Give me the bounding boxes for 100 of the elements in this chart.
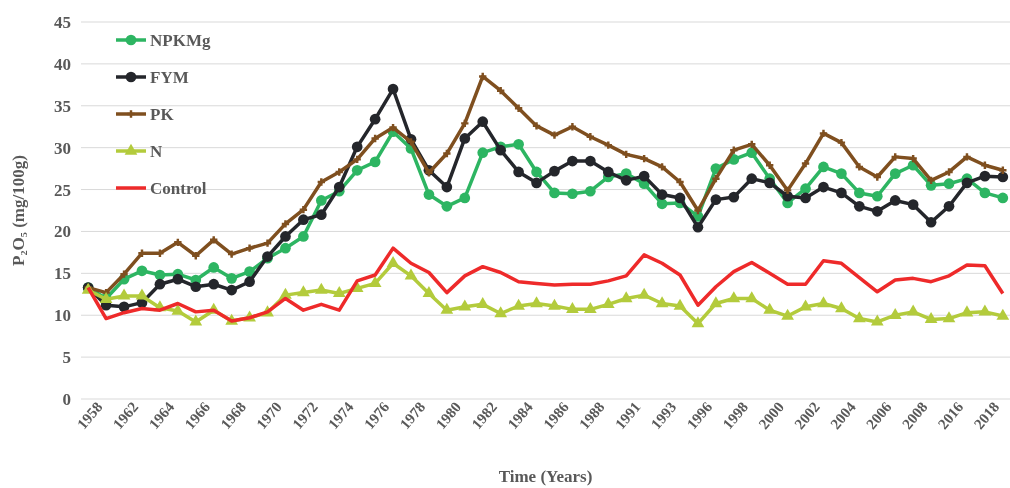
point (710, 194, 722, 205)
point (979, 187, 991, 199)
point (871, 206, 883, 217)
point (801, 159, 810, 168)
point (691, 316, 705, 328)
point (764, 177, 776, 189)
point (870, 314, 884, 326)
point (531, 166, 542, 178)
point (818, 181, 829, 193)
y-tick-label: 25 (54, 180, 71, 200)
point (208, 278, 220, 290)
point (638, 170, 650, 182)
point (135, 288, 149, 300)
point (656, 189, 668, 200)
point (800, 192, 811, 204)
point (817, 296, 830, 308)
point (263, 239, 272, 247)
point (368, 276, 382, 288)
point (943, 200, 955, 212)
point (494, 306, 508, 318)
point (658, 163, 666, 171)
point (674, 192, 686, 204)
point (549, 187, 560, 199)
legend-label: PK (150, 104, 175, 124)
point (656, 198, 668, 210)
point (961, 177, 973, 189)
point (836, 187, 847, 199)
point (619, 291, 633, 303)
point (924, 312, 938, 324)
y-tick-label: 5 (62, 348, 71, 368)
point (513, 166, 524, 178)
point (835, 301, 848, 313)
point (189, 314, 203, 326)
point (781, 308, 794, 320)
point (942, 311, 956, 323)
legend-label: Control (150, 178, 207, 198)
point (566, 302, 579, 314)
point (190, 281, 202, 293)
point (640, 154, 648, 163)
point (441, 200, 453, 212)
point (709, 296, 723, 308)
point (800, 183, 811, 195)
point (459, 133, 471, 144)
point (317, 178, 325, 186)
point (531, 177, 542, 189)
point (298, 214, 309, 226)
point (532, 122, 541, 130)
point (479, 72, 487, 81)
point (459, 192, 471, 204)
point (999, 166, 1007, 174)
point (299, 205, 308, 214)
point (461, 119, 469, 128)
point (315, 195, 327, 206)
point (927, 176, 935, 185)
point (602, 166, 614, 178)
point (351, 141, 363, 153)
point (351, 164, 363, 176)
y-tick-label: 15 (54, 264, 71, 284)
point (909, 154, 917, 163)
y-tick-label: 40 (54, 54, 71, 74)
point (422, 286, 436, 298)
y-tick-label: 30 (54, 138, 71, 158)
point (280, 242, 291, 254)
point (601, 296, 615, 308)
point (727, 291, 741, 303)
point (925, 216, 937, 228)
point (441, 181, 453, 193)
point (766, 161, 774, 169)
point (997, 192, 1009, 204)
point (227, 250, 236, 258)
point (818, 161, 829, 173)
legend-label: N (150, 141, 163, 161)
y-tick-label: 45 (54, 12, 71, 32)
point (496, 87, 505, 95)
point (423, 189, 435, 200)
point (620, 175, 632, 186)
point (836, 168, 847, 179)
point (226, 284, 237, 296)
point (712, 174, 720, 183)
point (888, 307, 902, 319)
point (280, 231, 291, 242)
point (583, 302, 597, 314)
point (799, 299, 812, 311)
point (171, 303, 185, 315)
point (745, 291, 759, 303)
point (440, 302, 454, 314)
point (371, 134, 379, 143)
point (837, 138, 846, 147)
point (855, 163, 864, 171)
point (694, 206, 702, 215)
y-tick-label: 35 (54, 96, 71, 116)
point (907, 199, 919, 210)
point (692, 221, 704, 233)
point (873, 173, 881, 181)
point (854, 187, 865, 199)
point (477, 147, 489, 159)
point (154, 269, 166, 281)
point (443, 149, 451, 158)
point (889, 195, 901, 206)
point (514, 104, 523, 112)
